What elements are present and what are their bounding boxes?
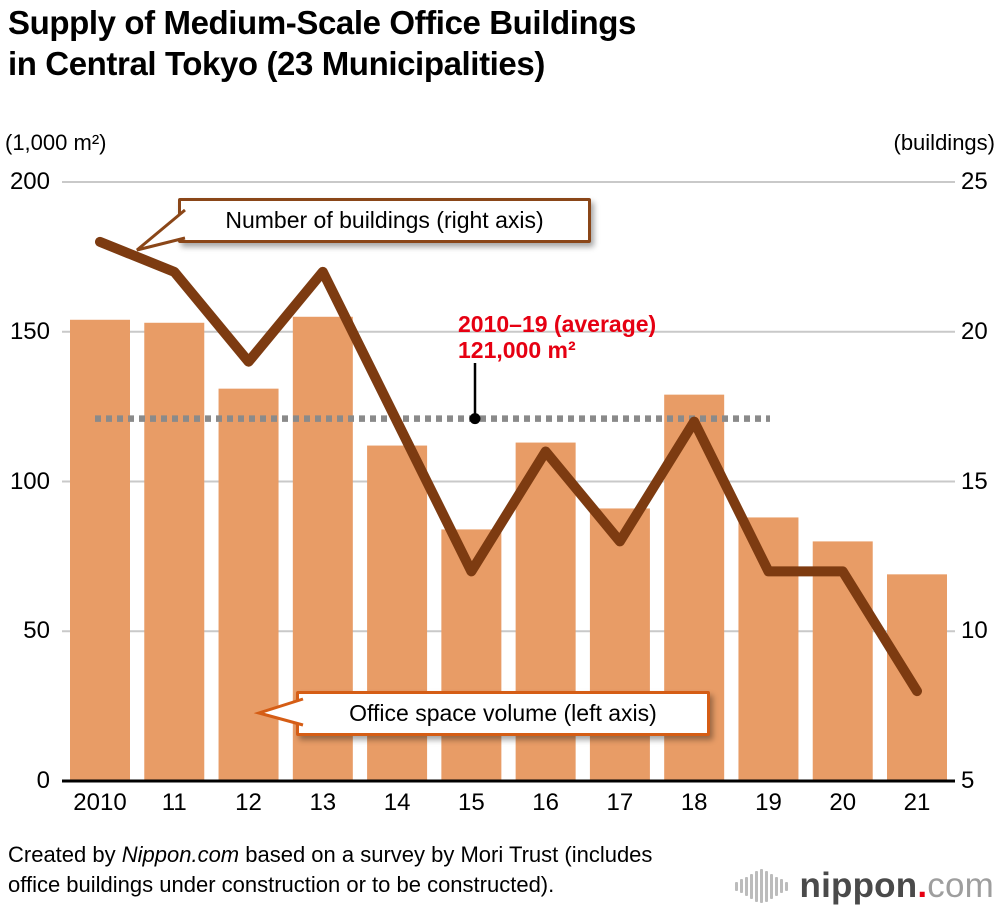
buildings-line [95,236,922,697]
y-tick-left: 200 [9,168,50,195]
bar [887,574,947,781]
soundwave-bar [769,873,773,899]
y-tick-left: 0 [36,767,50,794]
soundwave-icon [734,869,790,903]
credit-prefix: Created by [8,842,122,867]
right-axis-unit-label: (buildings) [893,130,996,155]
y-tick-left: 50 [23,617,50,645]
y-tick-left: 100 [9,467,50,495]
soundwave-bar [759,869,763,903]
soundwave-bar [749,873,753,899]
y-tick-right: 20 [961,317,988,345]
soundwave-bar [754,870,758,902]
bar [70,319,130,781]
chart-title: Supply of Medium-Scale Office Buildings … [8,4,636,82]
logo-text-tld: com [927,866,994,905]
x-tick-label: 18 [680,789,708,816]
x-tick-label: 14 [383,789,411,816]
y-tick-right: 25 [961,168,988,195]
soundwave-bar [734,881,738,891]
logo-text-dot: . [917,866,928,905]
x-tick-label: 19 [755,789,782,816]
bar [812,541,873,781]
callout-tail [136,208,186,252]
credit-suffix: based on a survey by Mori Trust (include… [8,842,653,897]
x-tick-label: 16 [532,789,559,816]
soundwave-bar [784,881,788,891]
x-tick-label: 20 [829,789,857,816]
line-series-callout: Number of buildings (right axis) [178,198,591,243]
x-tick-label: 13 [309,789,337,816]
nippon-logo-text: nippon.com [800,866,995,906]
x-tick-label: 15 [458,789,485,816]
soundwave-bar [744,876,748,896]
soundwave-bar [779,879,783,893]
footer-credit: Created by Nippon.com based on a survey … [8,840,788,900]
line-series-callout-label: Number of buildings (right axis) [225,207,544,233]
x-tick-label: 17 [606,789,634,816]
average-connector-dot [469,413,481,425]
y-tick-right: 15 [961,467,988,495]
average-annotation-line2: 121,000 m² [458,337,576,363]
bar [144,322,205,781]
callout-tail [253,697,304,727]
x-tick-label: 11 [161,789,187,816]
x-tick-label: 12 [235,789,262,816]
bar-series-callout: Office space volume (left axis) [296,691,710,736]
average-annotation-line1: 2010–19 (average) [458,311,657,337]
nippon-logo: nippon.com [734,866,995,906]
soundwave-bar [764,870,768,902]
logo-text-main: nippon [799,866,918,905]
x-tick-label: 2010 [73,789,127,816]
soundwave-bar [774,876,778,896]
left-axis-unit-label: (1,000 m²) [5,130,107,155]
y-tick-right: 10 [961,617,988,645]
average-annotation: 2010–19 (average) 121,000 m² [458,311,656,363]
bar-series-callout-label: Office space volume (left axis) [349,700,657,726]
x-tick-label: 21 [903,789,931,816]
y-tick-right: 5 [961,767,975,794]
credit-source: Nippon.com [121,842,240,867]
y-tick-left: 150 [9,317,50,345]
soundwave-bar [739,879,743,893]
